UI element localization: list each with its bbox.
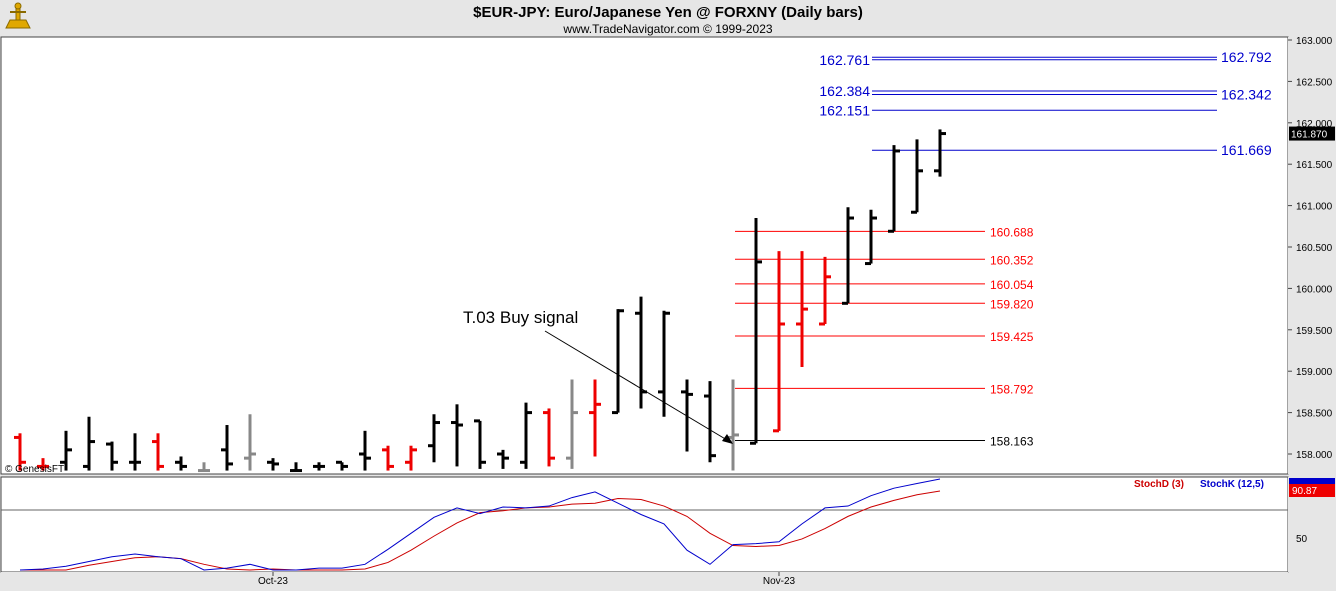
level-label: 160.352 <box>990 253 1034 267</box>
level-label: 160.054 <box>990 278 1034 292</box>
stochd-value-label: 90.87 <box>1292 486 1317 497</box>
ohlc-bar <box>566 379 578 469</box>
ohlc-bar <box>658 310 670 417</box>
chart-subtitle: www.TradeNavigator.com © 1999-2023 <box>562 22 772 36</box>
level-label: 159.820 <box>990 297 1034 311</box>
ohlc-bar <box>313 462 325 471</box>
ohlc-bar <box>451 404 463 467</box>
level-label: 158.163 <box>990 435 1034 449</box>
ohlc-bar <box>911 139 923 214</box>
ohlc-bar <box>198 462 210 473</box>
ohlc-bar <box>14 433 26 471</box>
last-price-label: 161.870 <box>1291 130 1328 141</box>
price-tick-label: 160.000 <box>1296 284 1333 295</box>
buy-signal-annotation: T.03 Buy signal <box>463 308 733 444</box>
ohlc-bars <box>14 129 946 473</box>
level-label: 162.151 <box>819 102 870 118</box>
stochk-legend: StochK (12,5) <box>1200 479 1264 490</box>
stochastic-panel <box>0 476 1289 573</box>
chart-title: $EUR-JPY: Euro/Japanese Yen @ FORXNY (Da… <box>473 4 863 21</box>
stochastic-lines: 50 90.87 <box>1 478 1335 571</box>
ohlc-bar <box>796 251 808 368</box>
ohlc-bar <box>474 419 486 469</box>
ohlc-bar <box>428 414 440 463</box>
ohlc-bar <box>497 449 509 469</box>
ohlc-bar <box>750 218 762 445</box>
ohlc-bar <box>543 408 555 467</box>
price-tick-label: 162.500 <box>1296 77 1333 88</box>
ohlc-bar <box>37 458 49 471</box>
ohlc-bar <box>106 441 118 471</box>
ohlc-bar <box>520 402 532 469</box>
ohlc-bar <box>336 460 348 471</box>
level-label: 161.669 <box>1221 142 1272 158</box>
level-lines: 162.792 162.761 162.384 162.342 162.151 161.6… <box>735 49 1272 449</box>
logo-icon <box>5 2 31 29</box>
stochk-value-box <box>1289 478 1335 484</box>
ohlc-bar <box>83 416 95 471</box>
ohlc-bar <box>60 430 72 471</box>
price-tick-label: 161.000 <box>1296 202 1333 213</box>
price-tick-label: 159.000 <box>1296 367 1333 378</box>
ohlc-bar <box>244 414 256 471</box>
stochd-value-box <box>1289 484 1335 497</box>
price-tick-label: 161.500 <box>1296 160 1333 171</box>
ohlc-bar <box>819 256 831 326</box>
level-label: 160.688 <box>990 225 1034 239</box>
ohlc-bar <box>359 430 371 471</box>
ohlc-bar <box>267 458 279 471</box>
ohlc-bar <box>612 309 624 415</box>
time-tick-label: Oct-23 <box>258 576 288 587</box>
ohlc-bar <box>129 433 141 471</box>
level-label: 162.761 <box>819 52 870 68</box>
buy-signal-label: T.03 Buy signal <box>463 308 578 327</box>
price-tick-label: 159.500 <box>1296 326 1333 337</box>
time-axis <box>1 572 1288 591</box>
level-label: 162.384 <box>819 83 870 99</box>
last-price-box <box>1289 126 1335 141</box>
buy-signal-arrowhead <box>722 434 733 444</box>
ohlc-bar <box>704 381 716 463</box>
ohlc-bar <box>152 433 164 471</box>
ohlc-bar <box>888 145 900 233</box>
ohlc-bar <box>773 251 785 433</box>
level-label: 162.792 <box>1221 49 1272 65</box>
ohlc-bar <box>865 209 877 266</box>
stochd-legend: StochD (3) <box>1134 479 1184 490</box>
price-tick-label: 158.000 <box>1296 450 1333 461</box>
ohlc-bar <box>175 456 187 471</box>
ohlc-bar <box>221 425 233 471</box>
level-label: 159.425 <box>990 330 1034 344</box>
ohlc-bar <box>405 445 417 471</box>
header: $EUR-JPY: Euro/Japanese Yen @ FORXNY (Da… <box>5 2 863 36</box>
price-panel <box>0 36 1289 475</box>
price-tick-label: 162.000 <box>1296 119 1333 130</box>
ohlc-bar <box>934 129 946 177</box>
price-axis <box>1288 37 1336 474</box>
level-label: 158.792 <box>990 382 1034 396</box>
price-tick-label: 158.500 <box>1296 409 1333 420</box>
time-tick-label: Nov-23 <box>763 576 796 587</box>
buy-signal-arrow <box>544 330 728 441</box>
price-tick-label: 163.000 <box>1296 36 1333 47</box>
copyright-label: © GenesisFT <box>5 464 64 475</box>
ohlc-bar <box>842 207 854 305</box>
stoch-tick-label: 50 <box>1296 534 1308 545</box>
stochk-line <box>19 478 941 571</box>
axes: 163.000 162.500 162.000 161.500 161.000 160.5… <box>258 36 1335 587</box>
price-tick-label: 160.500 <box>1296 243 1333 254</box>
ohlc-bar <box>382 445 394 471</box>
ohlc-bar <box>290 462 302 473</box>
level-label: 162.342 <box>1221 86 1272 102</box>
ohlc-bar <box>589 379 601 457</box>
